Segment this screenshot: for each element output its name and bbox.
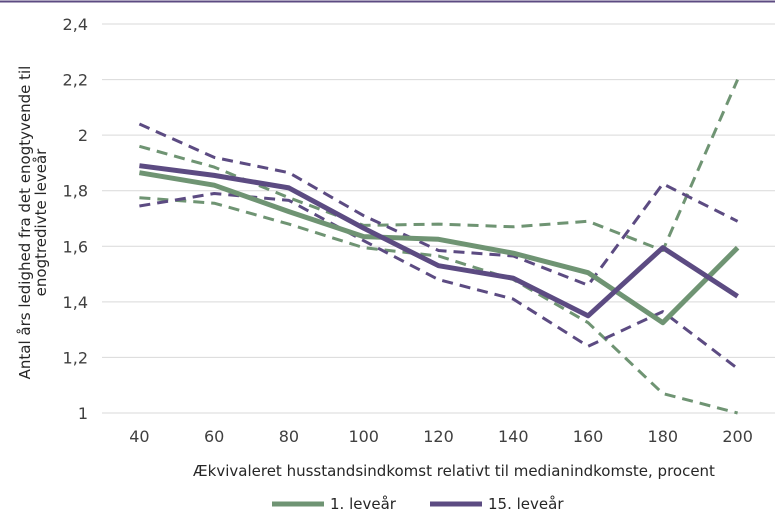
series-layer	[138, 78, 740, 415]
x-tick-label: 80	[279, 427, 299, 446]
legend-label-1: 1. leveår	[330, 495, 397, 513]
series-2-lower-bound-line	[139, 192, 739, 370]
legend-label-2: 15. leveår	[488, 495, 564, 513]
series-1-lower-bound-line	[139, 196, 738, 415]
y-tick-label: 1,2	[63, 348, 88, 367]
legend: 1. leveår 15. leveår	[272, 495, 564, 513]
x-tick-label: 120	[423, 427, 454, 446]
x-tick-label: 60	[204, 427, 224, 446]
y-axis-title-line: enogtredivte leveår	[32, 148, 50, 297]
series-1-upper-bound-line	[138, 78, 739, 252]
y-tick-label: 1,6	[63, 237, 88, 256]
y-tick-label: 1,4	[63, 293, 88, 312]
y-tick-label: 1,8	[63, 182, 88, 201]
y-axis-title: Antal års ledighed fra det enogtyvende t…	[16, 66, 50, 380]
x-axis-title: Ækvivaleret husstandsindkomst relativt t…	[193, 462, 715, 480]
y-tick-label: 2,2	[63, 71, 88, 90]
x-tick-label: 200	[722, 427, 753, 446]
y-tick-label: 2,4	[63, 15, 88, 34]
x-tick-label: 100	[348, 427, 379, 446]
x-tick-label: 160	[573, 427, 604, 446]
x-tick-label: 180	[648, 427, 679, 446]
y-tick-labels: 1 1,2 1,4 1,6 1,8 2 2,2 2,4	[63, 15, 88, 423]
y-tick-label: 2	[78, 126, 88, 145]
series-2-upper-bound-line	[138, 122, 739, 287]
x-tick-labels: 40 60 80 100 120 140 160 180 200	[129, 427, 753, 446]
x-tick-label: 140	[498, 427, 529, 446]
y-tick-label: 1	[78, 404, 88, 423]
x-tick-label: 40	[129, 427, 149, 446]
gridlines	[102, 23, 775, 414]
y-axis-title-line: Antal års ledighed fra det enogtyvende t…	[16, 66, 34, 380]
